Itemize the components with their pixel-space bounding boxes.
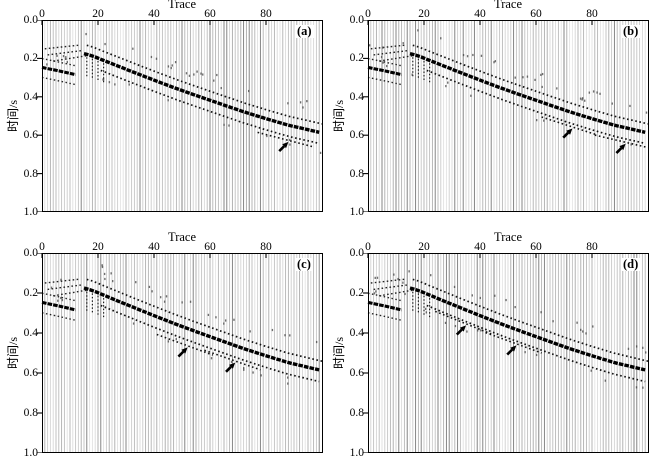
- y-tick-label: 0.2: [23, 52, 38, 65]
- x-tick-label: 60: [204, 8, 216, 20]
- x-tick-label: 20: [418, 241, 430, 253]
- x-tick-label: 20: [92, 8, 104, 20]
- x-tick-label: 0: [39, 241, 45, 253]
- y-axis-title: 时间/s: [6, 336, 20, 370]
- y-tick-label: 0.2: [349, 287, 364, 299]
- x-axis-title: Trace: [167, 230, 197, 244]
- x-tick-label: 80: [260, 241, 272, 253]
- panel-label-c: (c): [295, 257, 313, 271]
- panel-b: Trace 时间/s (b) 0 20 40 60 80 0.0 0.2 0.4 0.6 0.8 1…: [326, 0, 650, 230]
- x-tick-label: 40: [148, 241, 160, 253]
- x-axis-title: Trace: [493, 0, 523, 11]
- x-tick-label: 40: [474, 8, 486, 20]
- y-axis-title: 时间/s: [332, 99, 346, 133]
- panel-label-d: (d): [621, 257, 641, 271]
- x-tick-label: 60: [530, 8, 542, 20]
- y-tick-label: 0.8: [349, 167, 364, 180]
- y-tick-label: 0.2: [349, 52, 364, 65]
- x-tick-label: 0: [365, 241, 371, 253]
- x-tick-label: 0: [39, 8, 45, 20]
- y-tick-label: 0.6: [349, 367, 364, 379]
- x-tick-label: 20: [92, 241, 104, 253]
- y-tick-label: 0.0: [349, 247, 364, 259]
- x-tick-label: 60: [204, 241, 216, 253]
- y-tick-label: 0.0: [23, 14, 38, 26]
- x-tick-label: 40: [148, 8, 160, 20]
- y-tick-label: 0.4: [23, 327, 38, 339]
- seismic-wiggle-plot-c: [37, 253, 323, 453]
- x-tick-label: 60: [530, 241, 542, 253]
- y-tick-label: 0.0: [23, 247, 38, 259]
- x-tick-label: 40: [474, 241, 486, 253]
- x-tick-label: 80: [260, 8, 272, 20]
- x-axis-title: Trace: [167, 0, 197, 11]
- panel-label-b: (b): [621, 24, 641, 38]
- seismic-wiggle-plot-b: [363, 20, 649, 212]
- panel-d: Trace 时间/s (d) 0 20 40 60 80 0.0 0.2 0.4 0.6 0.8 1…: [326, 230, 650, 462]
- panel-c: Trace 时间/s (c) 0 20 40 60 80 0.0 0.2 0.4 0.6 0.8 1…: [0, 230, 325, 462]
- seismic-wiggle-plot-d: [363, 253, 649, 453]
- x-tick-label: 20: [418, 8, 430, 20]
- x-tick-label: 0: [365, 8, 371, 20]
- y-tick-label: 1.0: [23, 206, 38, 218]
- y-tick-label: 1.0: [349, 206, 364, 218]
- y-tick-label: 0.6: [349, 129, 364, 142]
- y-tick-label: 0.6: [23, 367, 38, 379]
- panel-label-a: (a): [295, 24, 314, 38]
- x-tick-label: 80: [586, 241, 598, 253]
- y-tick-label: 1.0: [23, 447, 38, 459]
- y-axis-title: 时间/s: [6, 99, 20, 133]
- y-tick-label: 0.4: [23, 90, 38, 103]
- y-tick-label: 0.4: [349, 90, 364, 103]
- y-tick-label: 0.8: [349, 407, 364, 419]
- seismic-wiggle-plot-a: [37, 20, 323, 212]
- y-tick-label: 0.6: [23, 129, 38, 142]
- y-tick-label: 1.0: [349, 447, 364, 459]
- x-axis-title: Trace: [493, 230, 523, 244]
- y-tick-label: 0.8: [23, 167, 38, 180]
- y-tick-label: 0.4: [349, 327, 364, 339]
- y-axis-title: 时间/s: [332, 336, 346, 370]
- y-tick-label: 0.2: [23, 287, 38, 299]
- y-tick-label: 0.8: [23, 407, 38, 419]
- y-tick-label: 0.0: [349, 14, 364, 26]
- panel-a: Trace 时间/s (a) 0 20 40 60 80 0.0 0.2 0.4 0.6 0.8 1…: [0, 0, 325, 230]
- x-tick-label: 80: [586, 8, 598, 20]
